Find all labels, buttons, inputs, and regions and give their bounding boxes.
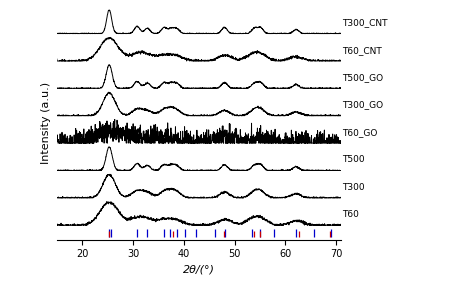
Text: T300_CNT: T300_CNT xyxy=(342,18,388,27)
Text: T500: T500 xyxy=(342,155,365,164)
Text: T500_GO: T500_GO xyxy=(342,73,383,82)
Text: T300_GO: T300_GO xyxy=(342,101,383,110)
Text: T60_GO: T60_GO xyxy=(342,128,378,137)
Y-axis label: Intensity (a.u.): Intensity (a.u.) xyxy=(41,81,51,164)
X-axis label: 2θ/(°): 2θ/(°) xyxy=(183,265,215,275)
Text: T60: T60 xyxy=(342,210,359,219)
Text: T60_CNT: T60_CNT xyxy=(342,46,382,55)
Text: T300: T300 xyxy=(342,183,365,192)
